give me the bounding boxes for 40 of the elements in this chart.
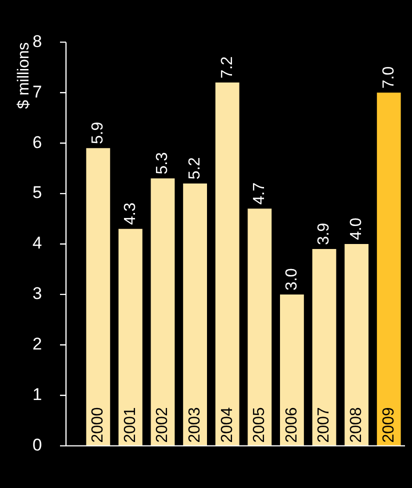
- y-tick-label: 8: [32, 32, 42, 51]
- data-label: 5.2: [186, 157, 204, 180]
- x-tick-label: 2007: [316, 407, 333, 443]
- bar: [86, 148, 110, 446]
- bar: [150, 178, 175, 446]
- x-tick-label: 2005: [251, 407, 268, 443]
- bar: [183, 183, 207, 446]
- x-tick-label: 2008: [348, 407, 365, 443]
- y-tick-label: 4: [32, 234, 42, 253]
- data-label: 4.0: [348, 218, 365, 240]
- x-tick-label: 2003: [186, 407, 204, 443]
- y-axis-title: $ millions: [15, 42, 32, 109]
- x-tick-label: 2000: [90, 407, 107, 443]
- data-label: 5.3: [154, 152, 172, 174]
- data-label: 5.9: [90, 122, 107, 144]
- bar: [215, 82, 240, 446]
- x-tick-label: 2004: [218, 407, 236, 443]
- data-label: 7.2: [218, 56, 236, 79]
- bar: [118, 228, 142, 446]
- data-label: 4.3: [122, 202, 139, 225]
- y-tick-label: 0: [32, 435, 42, 454]
- y-tick-label: 5: [32, 183, 42, 202]
- y-tick-label: 7: [32, 82, 42, 102]
- y-tick-label: 6: [32, 132, 42, 152]
- data-label: 7.0: [380, 66, 398, 89]
- bar: [344, 244, 368, 446]
- x-tick-label: 2006: [283, 407, 300, 443]
- data-label: 4.7: [251, 182, 268, 205]
- x-tick-label: 2001: [122, 407, 139, 443]
- bar: [280, 294, 304, 446]
- data-label: 3.0: [283, 268, 300, 290]
- bar: [312, 249, 336, 446]
- data-label: 3.9: [316, 222, 333, 246]
- bar: [376, 92, 401, 446]
- bar: [248, 208, 272, 446]
- y-tick-label: 2: [32, 334, 42, 354]
- x-tick-label: 2002: [154, 407, 172, 443]
- y-tick-label: 3: [32, 284, 42, 304]
- y-tick-label: 1: [32, 385, 42, 404]
- x-tick-label: 2009: [380, 407, 398, 443]
